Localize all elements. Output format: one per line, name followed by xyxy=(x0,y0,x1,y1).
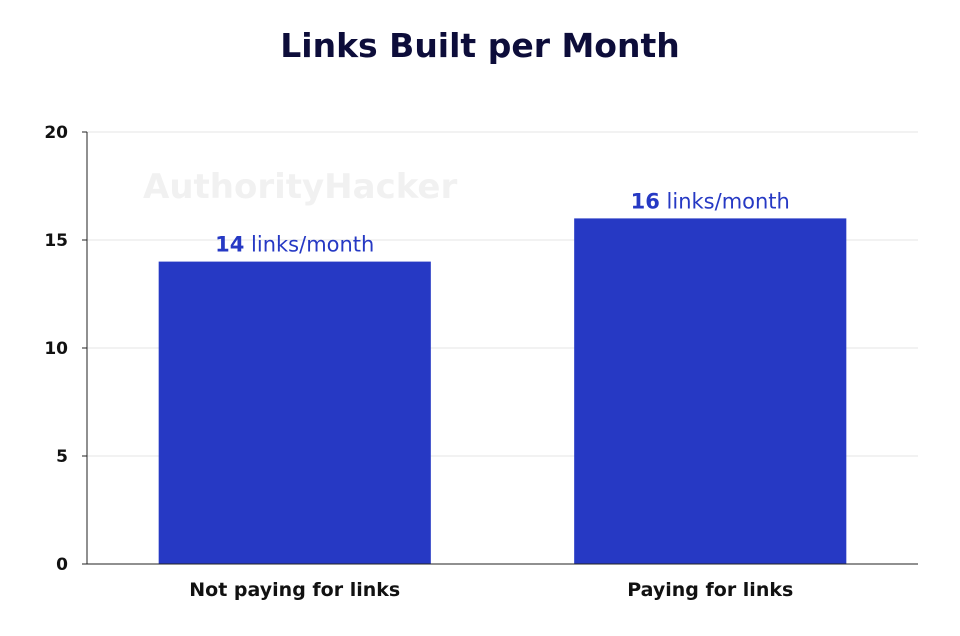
y-tick-label: 10 xyxy=(44,339,68,359)
bar-data-unit: links/month xyxy=(244,233,374,257)
y-tick-label: 15 xyxy=(44,231,68,251)
bar-data-value: 14 xyxy=(215,233,244,257)
chart-title: Links Built per Month xyxy=(280,26,679,65)
y-axis-ticks: 0 5 10 15 20 xyxy=(44,123,87,575)
x-category-label: Not paying for links xyxy=(189,579,400,601)
bars xyxy=(158,218,847,564)
bar-data-label: 16 links/month xyxy=(631,189,790,213)
y-tick-label: 5 xyxy=(56,447,68,467)
y-tick-label: 0 xyxy=(56,555,68,575)
bar xyxy=(158,261,431,564)
y-tick-label: 20 xyxy=(44,123,68,143)
bar xyxy=(574,218,847,564)
x-axis-labels: Not paying for links Paying for links xyxy=(189,579,793,601)
watermark-logo: AuthorityHacker xyxy=(143,167,457,207)
x-category-label: Paying for links xyxy=(627,579,793,601)
bar-data-value: 16 xyxy=(631,189,660,213)
bar-data-label: 14 links/month xyxy=(215,233,374,257)
bar-data-unit: links/month xyxy=(660,189,790,213)
